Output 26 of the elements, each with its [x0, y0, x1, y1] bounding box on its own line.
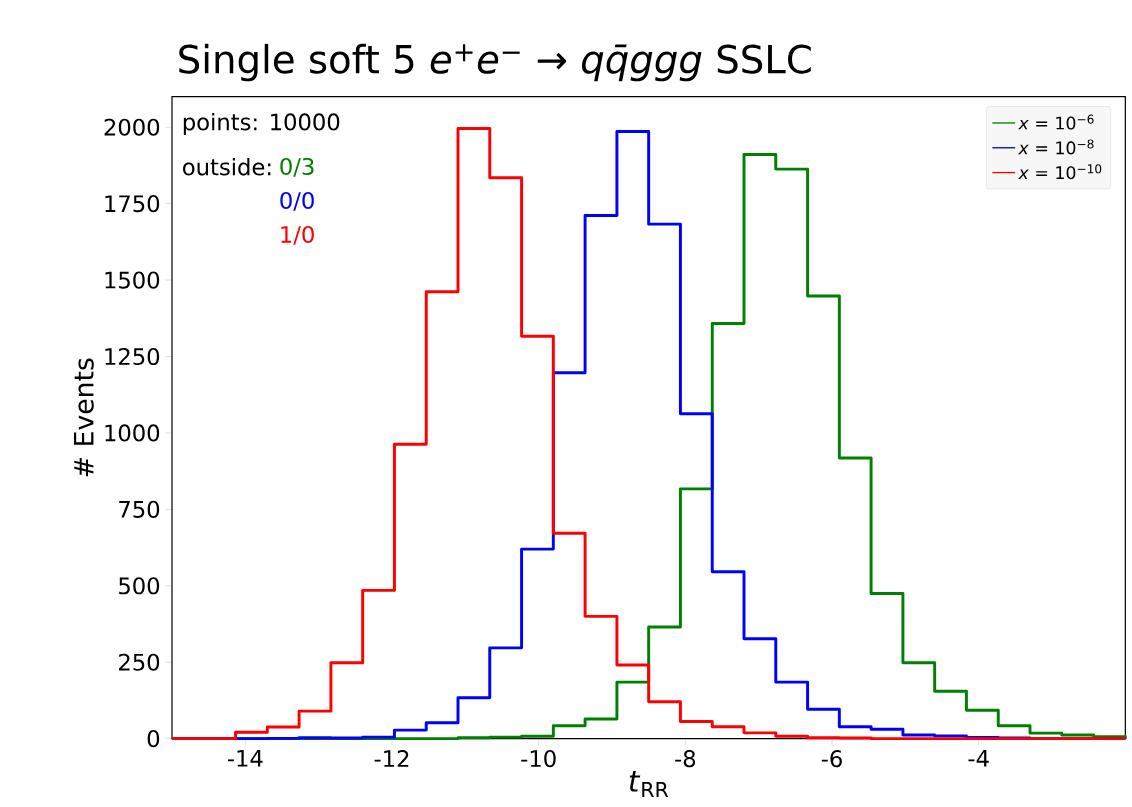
- annotation: points: 10000: [183, 113, 340, 136]
- y-tick-label: 1500: [105, 271, 160, 289]
- y-tick-label: 1250: [105, 348, 160, 366]
- x-tick-label: -6: [821, 750, 842, 768]
- y-axis-title: # Events: [73, 358, 94, 477]
- x-axis-title: t$_{RR}$: [629, 771, 669, 798]
- annotation: 0/3: [280, 158, 314, 178]
- annotation: 1/0: [281, 226, 314, 246]
- chart-title: Single soft 5 e$^{+}$e$^{−}$ → qq̄ggg SSLC: [179, 44, 811, 82]
- y-tick-label: 500: [119, 577, 160, 595]
- legend-label: x = 10$^{−8}$: [1018, 139, 1094, 155]
- annotation: outside:: [183, 158, 271, 176]
- x-tick-label: -4: [968, 750, 989, 767]
- y-tick-label: 2000: [104, 118, 160, 136]
- x-tick-label: -8: [675, 750, 696, 768]
- annotation: 0/0: [280, 192, 314, 212]
- legend-label: x = 10$^{−6}$: [1018, 114, 1094, 130]
- y-tick-label: 1000: [105, 424, 160, 442]
- y-tick-label: 750: [119, 500, 160, 519]
- y-tick-label: 0: [147, 730, 160, 748]
- x-tick-label: -14: [227, 750, 263, 767]
- legend-label: x = 10$^{−10}$: [1018, 164, 1102, 180]
- x-tick-label: -10: [521, 750, 556, 768]
- x-tick-label: -12: [374, 750, 409, 768]
- y-tick-label: 1750: [105, 195, 160, 213]
- y-tick-label: 250: [119, 653, 160, 671]
